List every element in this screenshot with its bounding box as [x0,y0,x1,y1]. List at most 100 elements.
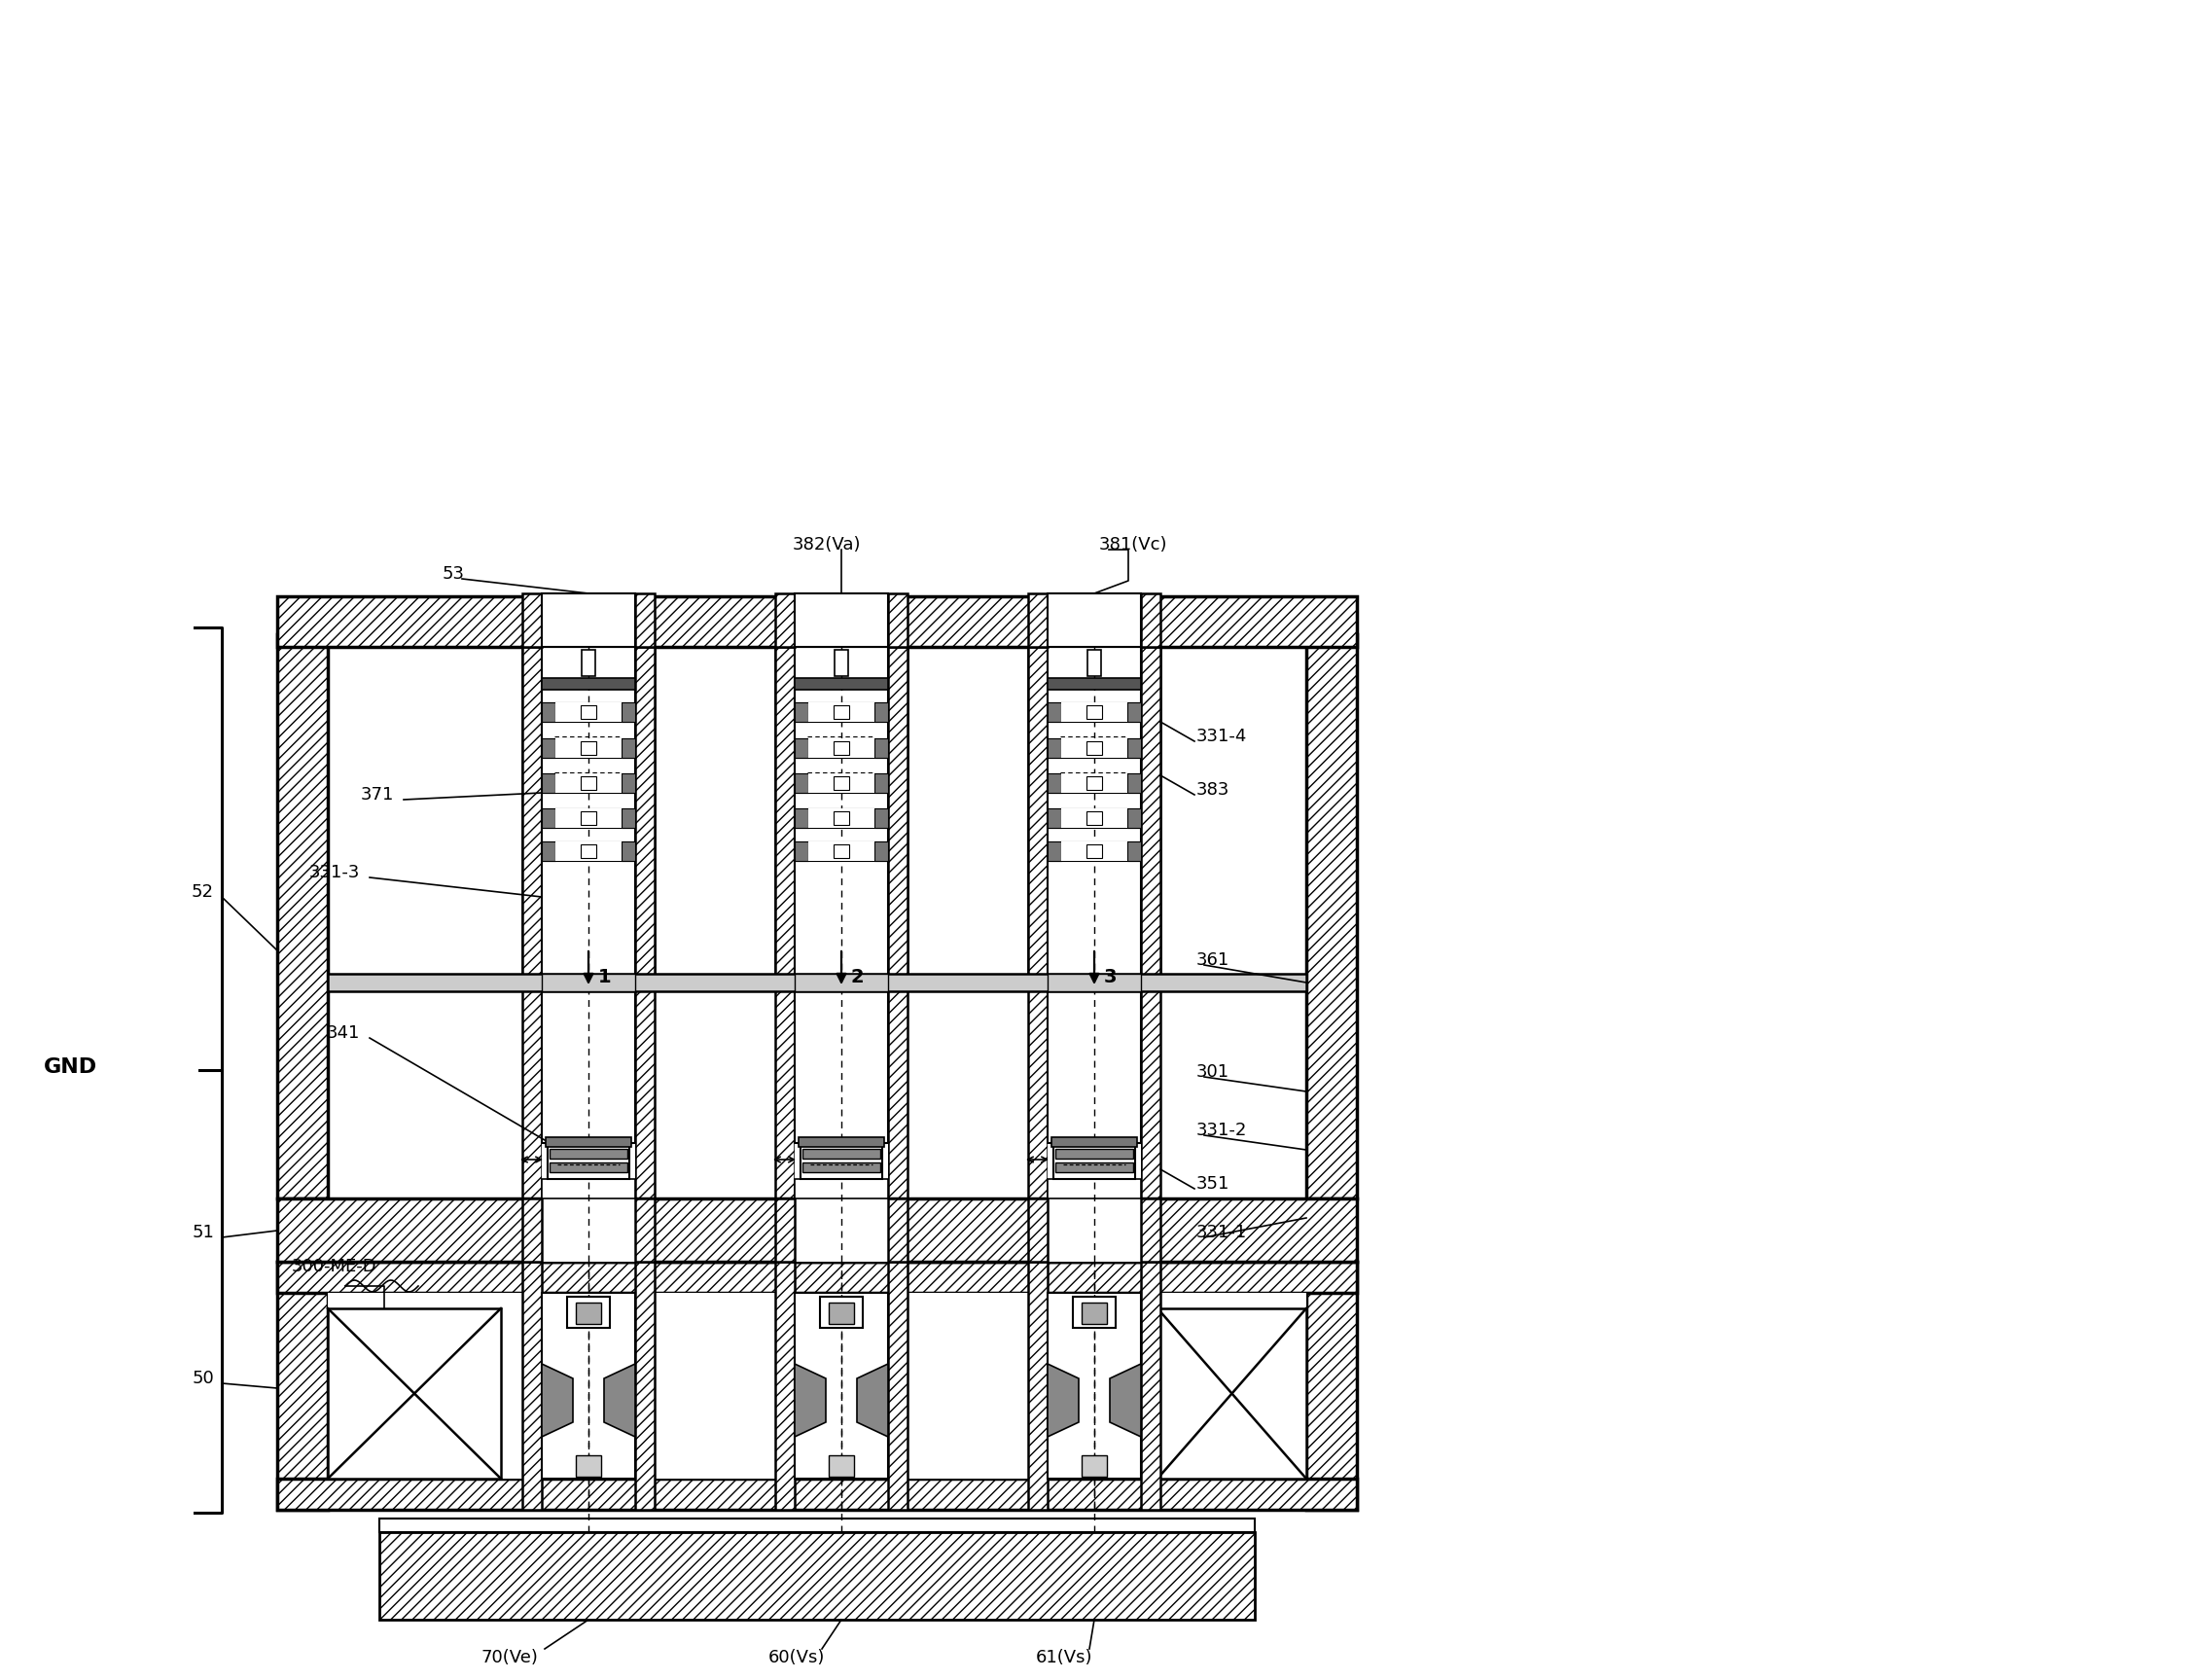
Bar [834,706,850,719]
Bar [887,1198,907,1262]
Bar [874,808,887,828]
Bar [636,593,655,647]
Bar [1048,679,1141,690]
Bar [1048,991,1141,1142]
Text: 381(Vc): 381(Vc) [1099,536,1168,553]
Bar [808,738,874,758]
Bar [1028,647,1048,981]
Bar [1156,1309,1307,1478]
Bar [1048,808,1062,828]
Polygon shape [541,1364,574,1436]
Text: 331-1: 331-1 [1196,1223,1247,1242]
Bar [1081,1455,1108,1477]
Bar [1028,1262,1048,1510]
Bar [799,1137,885,1147]
Bar [636,647,655,981]
Bar [1055,1163,1132,1173]
Text: 61(Vs): 61(Vs) [1035,1648,1092,1667]
Bar [580,741,596,754]
Bar [580,706,596,719]
Bar [1086,811,1101,825]
Bar [1048,1198,1141,1262]
Bar [545,596,631,643]
Bar [795,1179,887,1198]
Bar [1128,738,1141,758]
Bar [1048,974,1141,991]
Text: 70(Ve): 70(Ve) [481,1648,539,1667]
Bar [1128,808,1141,828]
Bar [834,776,850,790]
Bar [775,647,795,981]
Bar [1141,647,1161,1198]
Bar [1307,635,1357,1198]
Bar [547,1146,629,1179]
Bar [1048,1179,1141,1198]
Bar [1307,1262,1357,1510]
Bar [541,1198,636,1262]
Bar [545,1137,631,1147]
Bar [795,702,808,722]
Bar [775,1262,795,1510]
Bar [795,974,887,991]
Bar [1088,650,1101,675]
Bar [622,773,636,793]
Bar [795,593,887,647]
Bar [1028,647,1048,1198]
Text: 2: 2 [852,968,865,986]
Bar [622,808,636,828]
Bar [887,1262,907,1510]
Bar [1048,593,1141,647]
Bar [795,1294,887,1478]
Bar [636,1198,655,1262]
Bar [803,1163,881,1173]
Text: 3: 3 [1104,968,1117,986]
Bar [556,773,622,793]
Text: 1: 1 [598,968,611,986]
Bar [808,842,874,860]
Bar [1086,776,1101,790]
Bar [622,738,636,758]
Bar [1053,1146,1134,1179]
Bar [1141,647,1161,981]
Bar [799,596,885,643]
Bar [874,702,887,722]
Bar [1062,738,1128,758]
Text: 331-2: 331-2 [1196,1122,1247,1139]
Bar [329,1309,501,1478]
Bar [329,647,1307,1198]
Bar [556,808,622,828]
Text: 300-ME-D: 300-ME-D [291,1258,377,1275]
Bar [1048,842,1062,860]
Bar [556,842,622,860]
Bar [1028,1198,1048,1262]
Text: 383: 383 [1196,781,1229,798]
Text: 331-4: 331-4 [1196,727,1247,746]
Bar [278,1262,1357,1294]
Bar [523,647,541,981]
Bar [380,1532,1256,1620]
Bar [795,773,808,793]
Bar [278,635,329,1198]
Text: 51: 51 [192,1223,214,1242]
Bar [541,679,636,690]
Text: 361: 361 [1196,951,1229,969]
Bar [583,650,596,675]
Bar [795,842,808,860]
Bar [795,679,887,690]
Bar [1141,1262,1161,1510]
Bar [523,647,541,1198]
Text: 53: 53 [444,564,466,583]
Bar [567,1297,609,1327]
Bar [278,1262,329,1510]
Bar [1086,706,1101,719]
Bar [1051,596,1137,643]
Bar [541,593,636,647]
Bar [795,647,887,981]
Bar [1048,974,1141,991]
Bar [278,1198,1357,1262]
Text: 50: 50 [192,1369,214,1388]
Bar [576,1455,600,1477]
Bar [580,845,596,858]
Bar [795,1198,887,1262]
Bar [278,596,1357,647]
